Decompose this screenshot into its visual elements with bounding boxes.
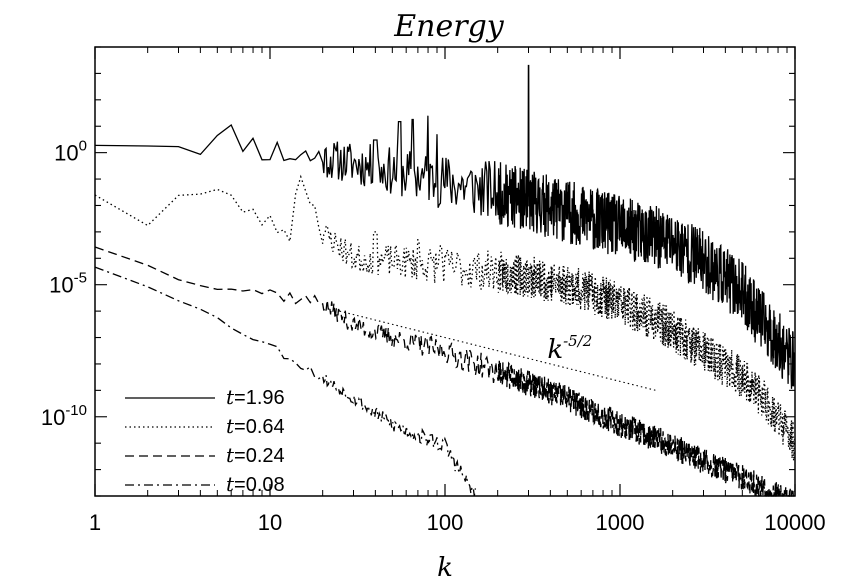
x-tick-label: 10: [258, 510, 282, 535]
legend-label-t=0.24: t=0.24: [226, 443, 285, 467]
x-axis-label: k: [437, 553, 453, 581]
legend-label-t=1.96: t=1.96: [226, 385, 285, 409]
y-axis: 100 10-5 10-10: [41, 46, 795, 497]
x-axis: 1 10 100 1000 10000: [89, 47, 826, 535]
x-tick-label: 100: [427, 510, 464, 535]
x-tick-label: 1000: [596, 510, 645, 535]
y-tick-label: 100: [54, 138, 87, 166]
reference-slope-line: [339, 310, 656, 391]
slope-annotation: k-5/2: [547, 332, 592, 365]
legend-label-t=0.08: t=0.08: [226, 472, 285, 496]
y-tick-label: 10-5: [49, 270, 87, 298]
chart-title: Energy: [393, 9, 505, 44]
series-line-t=1.96: [94, 64, 796, 389]
x-tick-label: 10000: [764, 510, 825, 535]
legend-label-t=0.64: t=0.64: [226, 414, 285, 438]
x-tick-label: 1: [89, 510, 101, 535]
series-line-t=0.24: [94, 246, 796, 499]
y-tick-label: 10-10: [41, 402, 87, 430]
series-layer: [94, 64, 796, 499]
series-line-t=0.08: [94, 266, 477, 497]
legend: t=1.96 t=0.64 t=0.24 t=0.08: [125, 385, 285, 496]
slope-annotation-text: k-5/2: [547, 332, 592, 365]
series-line-t=0.64: [94, 174, 796, 461]
reference-line-layer: [339, 310, 656, 391]
